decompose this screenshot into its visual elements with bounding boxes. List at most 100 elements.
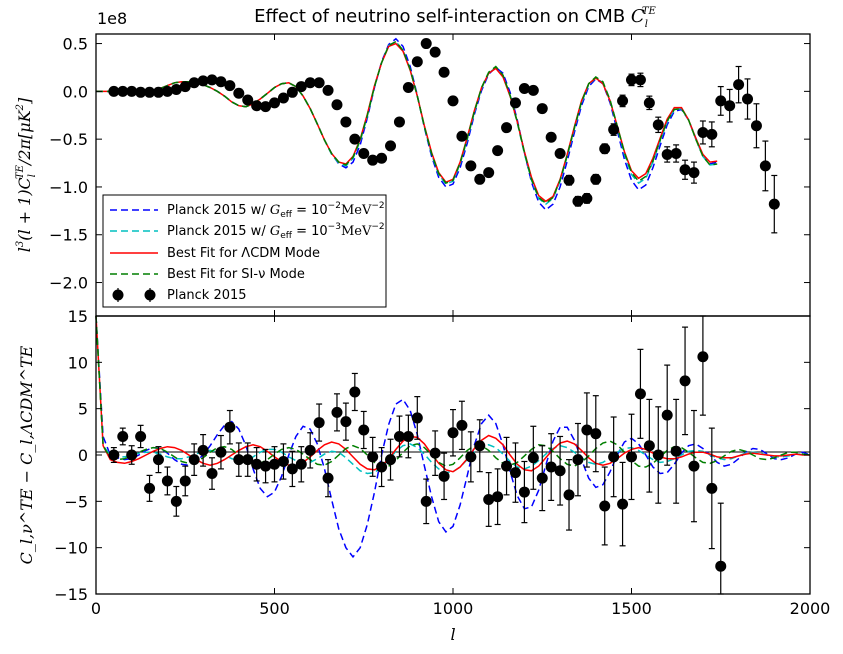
bottom-data-point (599, 500, 611, 512)
bottom-data-point (572, 454, 584, 466)
bottom-data-point (697, 351, 709, 363)
top-data-point (215, 76, 227, 88)
bottom-data-point (269, 458, 280, 470)
top-data-point (420, 38, 432, 50)
bottom-data-point (501, 460, 513, 472)
bottom-data-point (447, 427, 459, 439)
top-data-point (715, 95, 727, 107)
top-ytick-label: −2.0 (49, 274, 88, 293)
top-data-point (206, 74, 218, 86)
bottom-data-point (590, 428, 602, 440)
top-data-point (179, 81, 191, 93)
top-data-point (277, 92, 289, 104)
top-data-point (706, 128, 718, 140)
top-data-point (536, 103, 548, 115)
bottom-data-point (126, 449, 138, 461)
top-data-point (599, 143, 611, 155)
bottom-data-point (554, 465, 566, 477)
x-axis-label: l (450, 625, 455, 644)
top-data-points (108, 38, 780, 234)
bottom-data-point (322, 472, 334, 484)
bottom-data-point (536, 472, 548, 484)
top-data-point (170, 83, 182, 95)
bottom-data-point (626, 451, 637, 463)
top-data-point (126, 85, 138, 97)
bottom-y-axis-label: C_l,ν^TE − C_l,ΛCDM^TE (17, 345, 36, 564)
xtick-label: 0 (91, 599, 101, 618)
bottom-data-point (117, 430, 129, 442)
top-panel: −2.0 −1.5 −1.0 −0.5 0.0 0.5 1e8 l3(l + 1)ClTE… (15, 9, 811, 317)
bottom-data-point (161, 475, 173, 487)
top-ytick-label: 0.0 (63, 82, 88, 101)
bottom-curve-g2 (95, 315, 811, 559)
top-data-point (251, 100, 263, 112)
top-offset-label: 1e8 (97, 9, 127, 28)
bottom-data-point (420, 495, 432, 507)
top-data-point (518, 82, 530, 94)
bottom-data-point (411, 412, 423, 424)
bottom-data-point (563, 489, 575, 501)
top-data-point (634, 74, 646, 86)
bottom-data-point (608, 451, 620, 463)
legend-label-g3: Planck 2015 w/ Geff = 10−3MeV−2 (167, 222, 385, 241)
bottom-data-point (242, 454, 254, 466)
bottom-data-point (393, 430, 405, 442)
bottom-data-point (509, 467, 521, 479)
top-y-ticks: −2.0 −1.5 −1.0 −0.5 0.0 0.5 (49, 35, 810, 293)
top-data-point (340, 116, 352, 128)
bottom-data-point (527, 452, 539, 464)
bottom-data-points (108, 315, 727, 595)
top-data-point (161, 85, 173, 97)
bottom-data-point (518, 486, 530, 498)
top-data-point (456, 130, 468, 142)
bottom-data-point (304, 444, 316, 456)
bottom-data-point (135, 430, 147, 442)
x-ticks: 0 500 1000 1500 2000 (91, 34, 830, 618)
bottom-data-point (652, 449, 664, 461)
top-data-point (295, 81, 307, 93)
top-data-point (661, 148, 673, 160)
top-data-point (152, 86, 164, 98)
top-data-point (465, 160, 477, 172)
top-data-point (474, 173, 486, 185)
top-data-point (527, 84, 539, 96)
legend-entry-si: Best Fit for SI-ν Mode (110, 267, 305, 282)
bottom-data-point (376, 461, 388, 473)
bottom-data-point (179, 475, 191, 487)
chart-title: Effect of neutrino self-interaction on C… (254, 6, 656, 30)
bottom-data-point (251, 458, 263, 470)
bottom-data-point (545, 461, 557, 473)
top-data-point (331, 99, 343, 111)
top-data-point (581, 192, 593, 204)
bottom-data-point (465, 451, 477, 463)
bottom-data-point (688, 460, 700, 472)
bottom-data-point (438, 470, 450, 482)
bottom-ytick-label: 15 (68, 307, 88, 326)
top-data-point (313, 77, 325, 89)
top-data-point (385, 140, 397, 152)
top-data-point (670, 147, 682, 159)
top-data-point (376, 152, 388, 164)
top-data-point (393, 116, 405, 128)
top-curve-g3 (96, 40, 718, 206)
top-data-point (697, 126, 709, 138)
bottom-curves (95, 315, 811, 559)
bottom-data-point (492, 491, 504, 503)
top-data-point (438, 66, 450, 78)
legend-marker-2 (144, 289, 156, 301)
top-data-point (608, 124, 620, 136)
top-curve-lcdm (96, 42, 718, 203)
bottom-data-point (170, 495, 182, 507)
bottom-data-point (661, 409, 673, 421)
top-data-point (242, 94, 254, 106)
top-data-point (572, 195, 584, 207)
legend-label-lcdm: Best Fit for ΛCDM Mode (167, 246, 320, 261)
xtick-label: 1000 (433, 599, 474, 618)
bottom-ytick-label: −5 (64, 492, 88, 511)
bottom-data-point (483, 493, 495, 505)
top-data-point (483, 167, 495, 179)
top-data-point (402, 82, 414, 94)
top-ytick-label: 0.5 (63, 35, 88, 54)
bottom-y-ticks: −15 −10 −5 0 5 10 15 (54, 307, 810, 604)
